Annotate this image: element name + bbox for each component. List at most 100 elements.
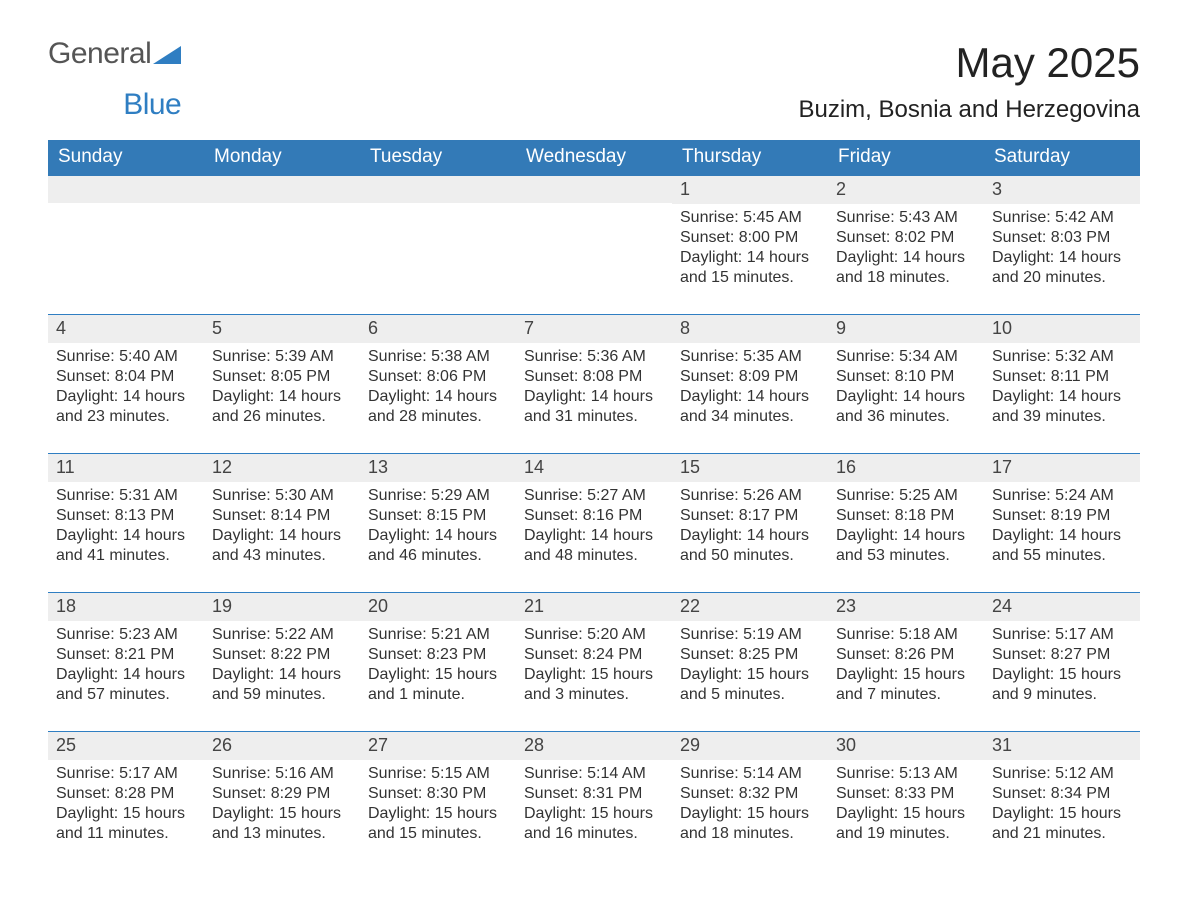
daylight-line: Daylight: 15 hours and 16 minutes. xyxy=(524,804,664,844)
day-number: 26 xyxy=(204,732,360,760)
day-number: 12 xyxy=(204,454,360,482)
calendar-cell: 17 Sunrise: 5:24 AMSunset: 8:19 PMDayligh… xyxy=(984,454,1140,570)
daylight-line: Daylight: 15 hours and 1 minute. xyxy=(368,665,508,705)
cell-body: Sunrise: 5:22 AMSunset: 8:22 PMDaylight:… xyxy=(204,621,360,709)
daylight-line: Daylight: 14 hours and 53 minutes. xyxy=(836,526,976,566)
calendar-cell: 6Sunrise: 5:38 AMSunset: 8:06 PMDaylight… xyxy=(360,315,516,431)
sunrise-line: Sunrise: 5:13 AM xyxy=(836,764,976,784)
sunset-line: Sunset: 8:32 PM xyxy=(680,784,820,804)
calendar-week: 11Sunrise: 5:31 AMSunset: 8:13 PMDayligh… xyxy=(48,453,1140,570)
day-header-sunday: Sunday xyxy=(48,140,204,176)
sunrise-line: Sunrise: 5:35 AM xyxy=(680,347,820,367)
calendar-cell: 16Sunrise: 5:25 AMSunset: 8:18 PMDayligh… xyxy=(828,454,984,570)
day-number: 25 xyxy=(48,732,204,760)
brand-name-1: General xyxy=(48,40,151,67)
weeks-container: 1Sunrise: 5:45 AMSunset: 8:00 PMDaylight… xyxy=(48,176,1140,848)
sunset-line: Sunset: 8:18 PM xyxy=(836,506,976,526)
calendar-cell xyxy=(204,176,360,292)
daylight-line: Daylight: 14 hours and 20 minutes. xyxy=(992,248,1132,288)
cell-body: Sunrise: 5:19 AMSunset: 8:25 PMDaylight:… xyxy=(672,621,828,709)
sunset-line: Sunset: 8:00 PM xyxy=(680,228,820,248)
sunset-line: Sunset: 8:09 PM xyxy=(680,367,820,387)
sunset-line: Sunset: 8:04 PM xyxy=(56,367,196,387)
sunrise-line: Sunrise: 5:22 AM xyxy=(212,625,352,645)
cell-body: Sunrise: 5:13 AMSunset: 8:33 PMDaylight:… xyxy=(828,760,984,848)
page-header: General Blue May 2025 Buzim, Bosnia and … xyxy=(48,40,1140,124)
sunrise-line: Sunrise: 5:18 AM xyxy=(836,625,976,645)
cell-body: Sunrise: 5:39 AMSunset: 8:05 PMDaylight:… xyxy=(204,343,360,431)
sunrise-line: Sunrise: 5:26 AM xyxy=(680,486,820,506)
month-title: May 2025 xyxy=(798,40,1140,86)
day-header-saturday: Saturday xyxy=(984,140,1140,176)
day-number: 13 xyxy=(360,454,516,482)
brand-name-2: Blue xyxy=(123,91,181,118)
calendar-cell: 26Sunrise: 5:16 AMSunset: 8:29 PMDayligh… xyxy=(204,732,360,848)
sunrise-line: Sunrise: 5:36 AM xyxy=(524,347,664,367)
day-header-monday: Monday xyxy=(204,140,360,176)
daylight-line: Daylight: 14 hours and 31 minutes. xyxy=(524,387,664,427)
day-number: 31 xyxy=(984,732,1140,760)
calendar-page: General Blue May 2025 Buzim, Bosnia and … xyxy=(0,0,1188,898)
sunset-line: Sunset: 8:34 PM xyxy=(992,784,1132,804)
calendar-cell: 1Sunrise: 5:45 AMSunset: 8:00 PMDaylight… xyxy=(672,176,828,292)
daylight-line: Daylight: 15 hours and 9 minutes. xyxy=(992,665,1132,705)
sunset-line: Sunset: 8:17 PM xyxy=(680,506,820,526)
sunrise-line: Sunrise: 5:17 AM xyxy=(56,764,196,784)
cell-body: Sunrise: 5:29 AMSunset: 8:15 PMDaylight:… xyxy=(360,482,516,570)
daylight-line: Daylight: 14 hours and 55 minutes. xyxy=(992,526,1132,566)
day-header-wednesday: Wednesday xyxy=(516,140,672,176)
daylight-line: Daylight: 14 hours and 41 minutes. xyxy=(56,526,196,566)
sunset-line: Sunset: 8:03 PM xyxy=(992,228,1132,248)
cell-body: Sunrise: 5:14 AMSunset: 8:31 PMDaylight:… xyxy=(516,760,672,848)
daylight-line: Daylight: 15 hours and 7 minutes. xyxy=(836,665,976,705)
sunrise-line: Sunrise: 5:14 AM xyxy=(680,764,820,784)
day-header-thursday: Thursday xyxy=(672,140,828,176)
day-number: 16 xyxy=(828,454,984,482)
sunset-line: Sunset: 8:13 PM xyxy=(56,506,196,526)
daylight-line: Daylight: 15 hours and 13 minutes. xyxy=(212,804,352,844)
day-number: 30 xyxy=(828,732,984,760)
calendar-cell: 5Sunrise: 5:39 AMSunset: 8:05 PMDaylight… xyxy=(204,315,360,431)
cell-body: Sunrise: 5:38 AMSunset: 8:06 PMDaylight:… xyxy=(360,343,516,431)
day-number: 21 xyxy=(516,593,672,621)
calendar-week: 4Sunrise: 5:40 AMSunset: 8:04 PMDaylight… xyxy=(48,314,1140,431)
day-number: 17 xyxy=(984,454,1140,482)
daylight-line: Daylight: 14 hours and 26 minutes. xyxy=(212,387,352,427)
calendar-cell: 13Sunrise: 5:29 AMSunset: 8:15 PMDayligh… xyxy=(360,454,516,570)
calendar-grid: Sunday Monday Tuesday Wednesday Thursday… xyxy=(48,140,1140,848)
day-header-tuesday: Tuesday xyxy=(360,140,516,176)
cell-body: Sunrise: 5:26 AMSunset: 8:17 PMDaylight:… xyxy=(672,482,828,570)
sunrise-line: Sunrise: 5:12 AM xyxy=(992,764,1132,784)
day-number: 23 xyxy=(828,593,984,621)
day-number: 18 xyxy=(48,593,204,621)
day-header-row: Sunday Monday Tuesday Wednesday Thursday… xyxy=(48,140,1140,176)
daylight-line: Daylight: 14 hours and 18 minutes. xyxy=(836,248,976,288)
cell-body: Sunrise: 5:34 AMSunset: 8:10 PMDaylight:… xyxy=(828,343,984,431)
cell-body: Sunrise: 5:17 AMSunset: 8:27 PMDaylight:… xyxy=(984,621,1140,709)
day-number: 24 xyxy=(984,593,1140,621)
sunset-line: Sunset: 8:27 PM xyxy=(992,645,1132,665)
cell-body: Sunrise: 5:16 AMSunset: 8:29 PMDaylight:… xyxy=(204,760,360,848)
title-block: May 2025 Buzim, Bosnia and Herzegovina xyxy=(798,40,1140,124)
cell-body: Sunrise: 5:20 AMSunset: 8:24 PMDaylight:… xyxy=(516,621,672,709)
sunset-line: Sunset: 8:19 PM xyxy=(992,506,1132,526)
calendar-cell: 21Sunrise: 5:20 AMSunset: 8:24 PMDayligh… xyxy=(516,593,672,709)
calendar-cell: 24Sunrise: 5:17 AMSunset: 8:27 PMDayligh… xyxy=(984,593,1140,709)
day-number: 15 xyxy=(672,454,828,482)
sunrise-line: Sunrise: 5:43 AM xyxy=(836,208,976,228)
calendar-cell: 2Sunrise: 5:43 AMSunset: 8:02 PMDaylight… xyxy=(828,176,984,292)
sunrise-line: Sunrise: 5:40 AM xyxy=(56,347,196,367)
sunset-line: Sunset: 8:06 PM xyxy=(368,367,508,387)
sunset-line: Sunset: 8:14 PM xyxy=(212,506,352,526)
calendar-cell: 10Sunrise: 5:32 AMSunset: 8:11 PMDayligh… xyxy=(984,315,1140,431)
calendar-cell: 22Sunrise: 5:19 AMSunset: 8:25 PMDayligh… xyxy=(672,593,828,709)
daylight-line: Daylight: 15 hours and 5 minutes. xyxy=(680,665,820,705)
day-number: 2 xyxy=(828,176,984,204)
sunrise-line: Sunrise: 5:39 AM xyxy=(212,347,352,367)
sunset-line: Sunset: 8:29 PM xyxy=(212,784,352,804)
sunset-line: Sunset: 8:11 PM xyxy=(992,367,1132,387)
day-number: 29 xyxy=(672,732,828,760)
sunrise-line: Sunrise: 5:15 AM xyxy=(368,764,508,784)
cell-body: Sunrise: 5:45 AMSunset: 8:00 PMDaylight:… xyxy=(672,204,828,292)
sunrise-line: Sunrise: 5:24 AM xyxy=(992,486,1132,506)
